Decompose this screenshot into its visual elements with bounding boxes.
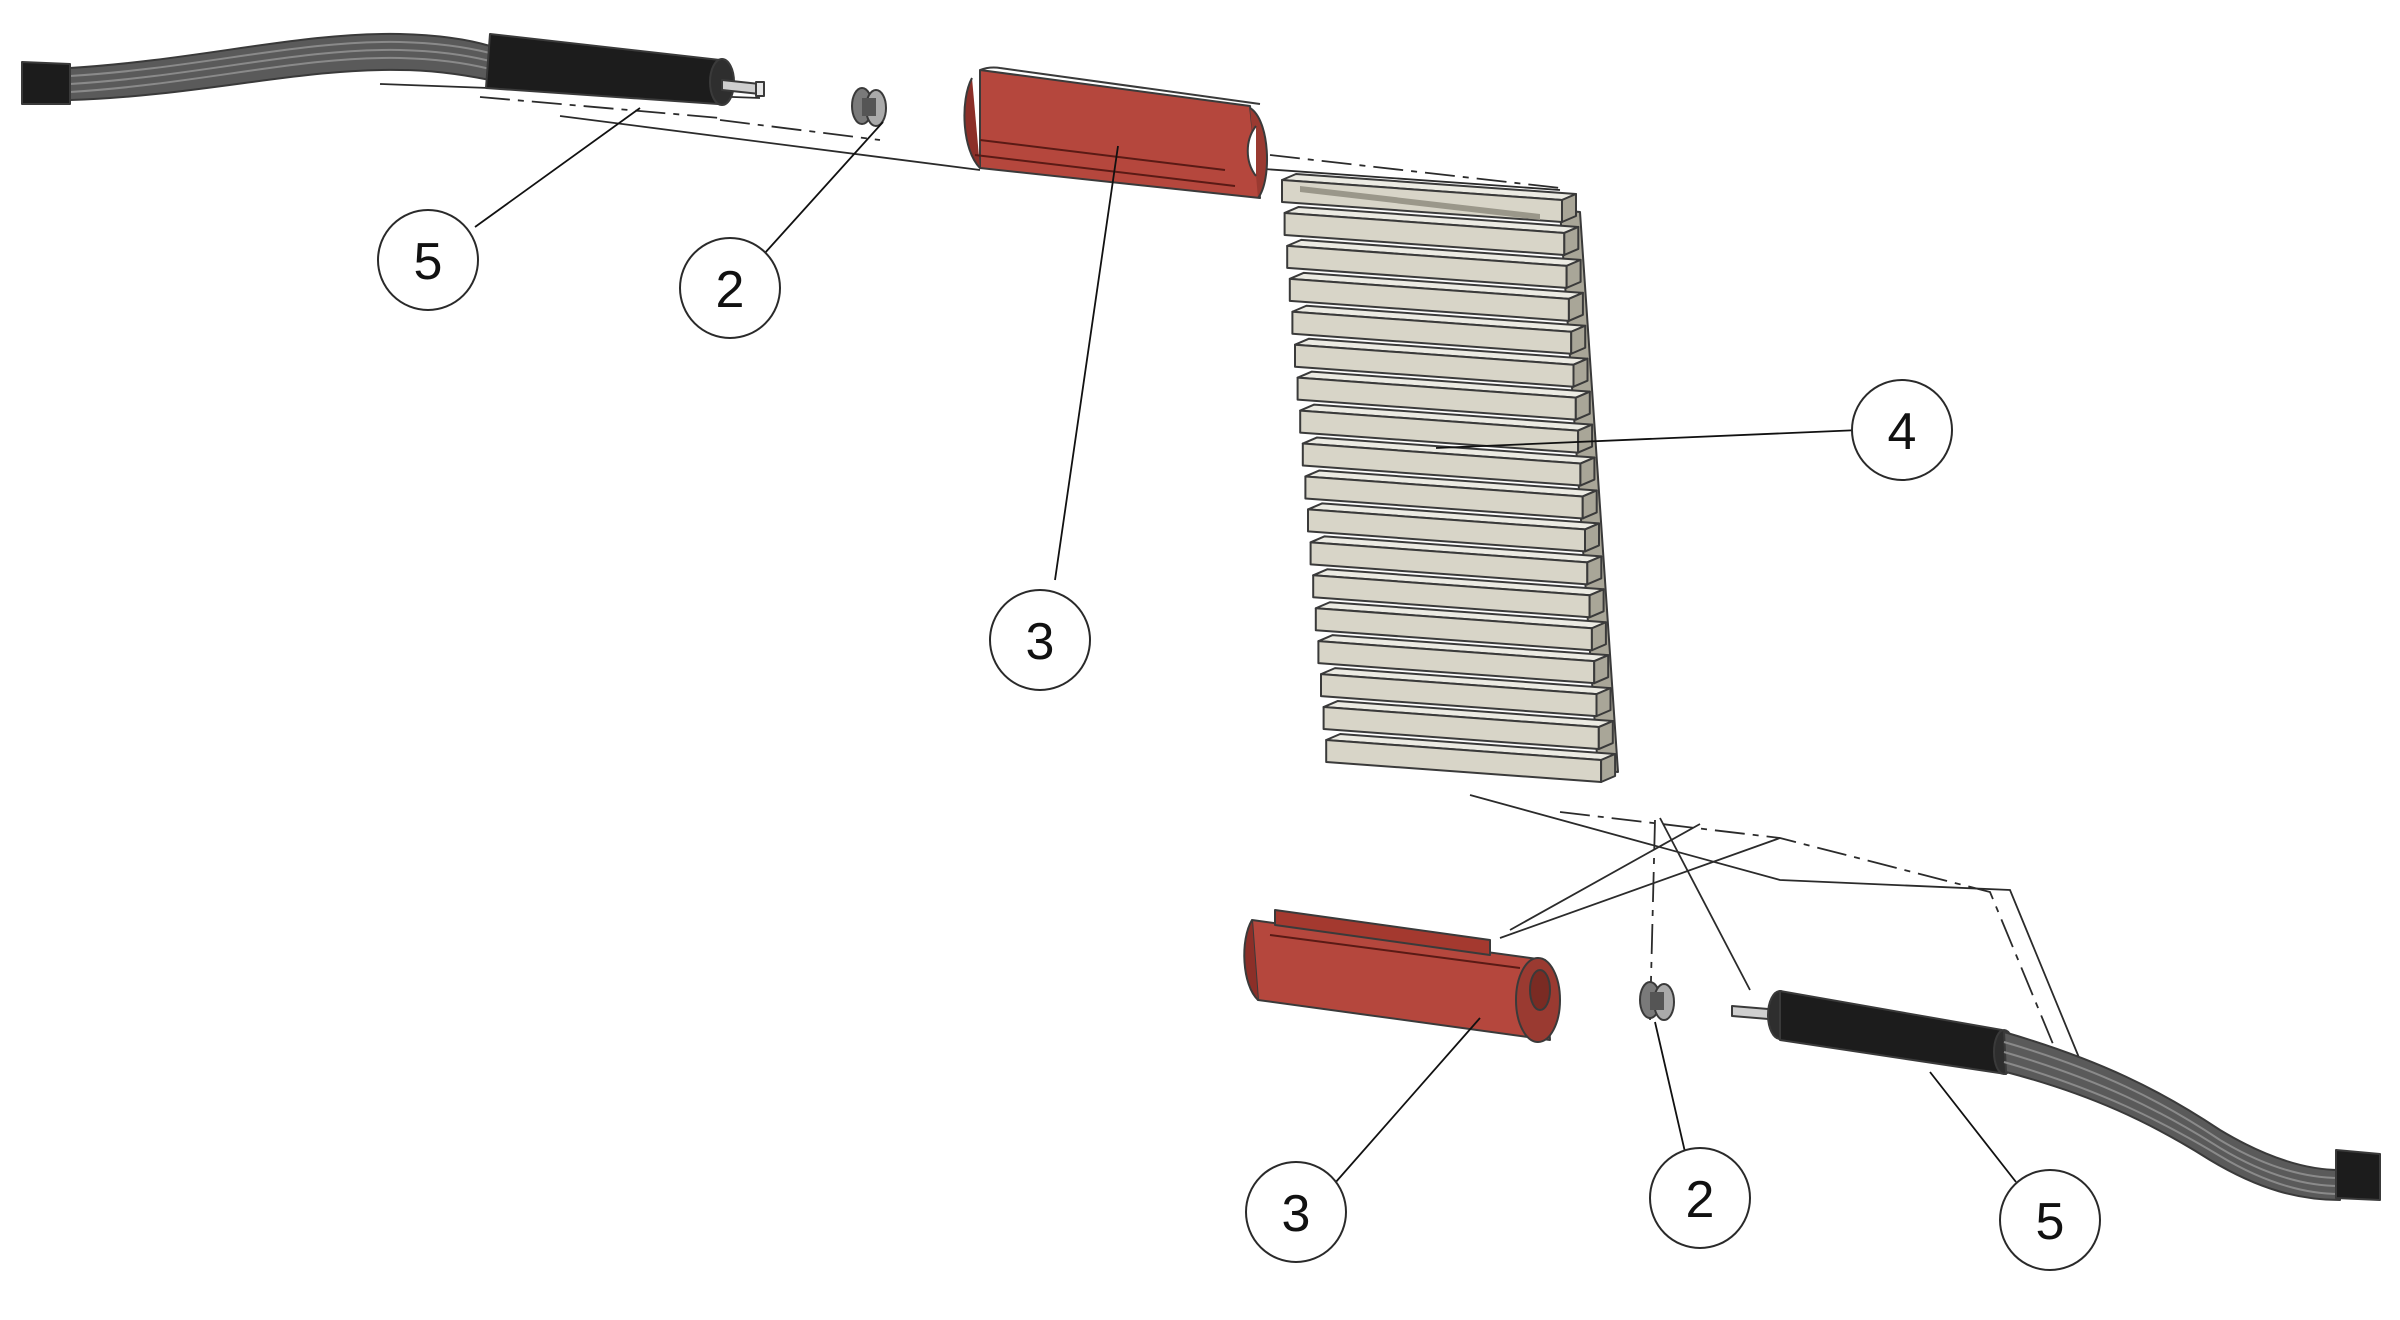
fin-side [1577,423,1594,454]
callout-label: 5 [414,233,443,291]
red-block-bottom [1243,909,1561,1043]
assembly-axis-lines [379,83,2081,1086]
black-sleeve-top [485,33,765,106]
callout-2-top: 2 [679,237,781,339]
fin-side [1600,753,1617,783]
callout-label: 3 [1282,1185,1311,1243]
fin-stack [1281,173,1619,783]
ribbon-cable-bottom [2003,1031,2381,1201]
callout-5-bottom-right: 5 [1999,1169,2101,1271]
fin-side [1590,621,1607,652]
black-sleeve-bottom [1731,990,2015,1075]
callout-label: 4 [1888,403,1917,461]
callout-3-top: 3 [989,589,1091,691]
fin-side [1586,555,1603,586]
fin-slot [1300,186,1540,220]
leader-lines [474,107,2017,1184]
fin-side [1561,193,1577,223]
fin-side [1584,522,1600,553]
washer-top [851,87,887,127]
fin-side [1581,489,1598,520]
fin-side [1567,291,1584,322]
callout-4-fins: 4 [1851,379,1953,481]
callout-2-bottom: 2 [1649,1147,1751,1249]
callout-label: 2 [1686,1171,1715,1229]
fin-side [1579,456,1596,487]
fin-side [1593,654,1610,685]
fin-side [1565,258,1582,289]
fin-side [1574,390,1591,421]
callout-label: 2 [716,261,745,319]
callout-label: 5 [2036,1193,2065,1251]
red-block-top [963,66,1268,199]
callout-5-top-left: 5 [377,209,479,311]
fin-side [1588,588,1605,619]
callout-label: 3 [1026,613,1055,671]
fin-side [1595,687,1612,718]
callout-3-bottom: 3 [1245,1161,1347,1263]
fin-side [1572,357,1589,388]
fin-side [1597,720,1614,751]
washer-bottom [1639,981,1675,1021]
fin-side [1570,324,1587,355]
ribbon-cable-top [21,32,491,105]
fin-side [1563,225,1580,256]
